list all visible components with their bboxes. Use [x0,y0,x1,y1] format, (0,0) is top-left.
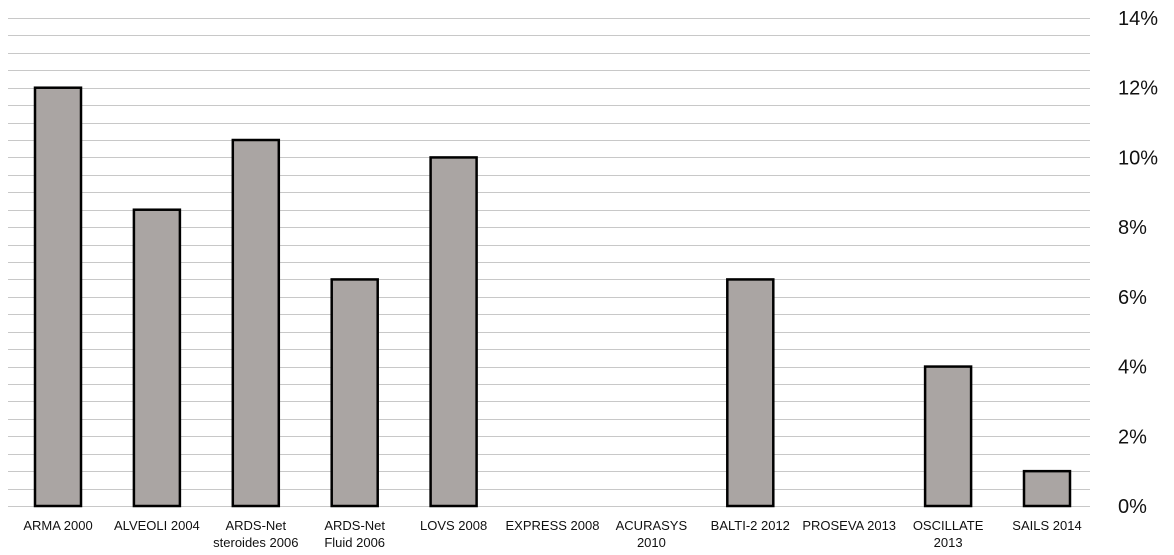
y-axis-ticks: 0% 2% 4% 6% 8% 10% 12% 14% [1118,8,1158,518]
x-category-label: EXPRESS 2008 [506,518,600,533]
y-tick-label: 14% [1118,8,1158,30]
x-category-label: BALTI-2 2012 [711,518,790,533]
gridlines [8,18,1090,507]
x-category-label: ARMA 2000 [23,518,92,533]
x-axis-labels: ARMA 2000 ALVEOLI 2004 ARDS-Net steroides 2… [23,518,1081,550]
y-tick-label: 6% [1118,287,1147,309]
y-tick-label: 0% [1118,496,1147,518]
x-category-label-line: OSCILLATE [913,518,984,533]
bars [33,86,1072,508]
x-category-label-line: Fluid 2006 [324,535,385,550]
x-category-label: ACURASYS 2010 [616,518,688,550]
bar [429,156,478,508]
x-category-label: OSCILLATE 2013 [913,518,984,550]
x-category-label-line: PROSEVA 2013 [802,518,896,533]
bar [132,208,182,508]
bar [231,138,281,508]
bar [923,365,973,508]
y-tick-label: 4% [1118,357,1147,379]
x-category-label-line: EXPRESS 2008 [506,518,600,533]
x-category-label: ARDS-Net steroides 2006 [213,518,298,550]
y-tick-label: 10% [1118,147,1158,169]
x-category-label-line: 2010 [637,535,666,550]
bar [726,278,775,508]
x-category-label: ALVEOLI 2004 [114,518,200,533]
y-tick-label: 12% [1118,78,1158,100]
x-category-label-line: ARMA 2000 [23,518,92,533]
x-category-label-line: BALTI-2 2012 [711,518,790,533]
bar [33,86,83,508]
x-category-label-line: ARDS-Net [324,518,385,533]
x-category-label: ARDS-Net Fluid 2006 [324,518,385,550]
x-category-label-line: 2013 [934,535,963,550]
x-category-label: SAILS 2014 [1012,518,1081,533]
x-category-label-line: ACURASYS [616,518,688,533]
y-tick-label: 8% [1118,217,1147,239]
x-category-label-line: SAILS 2014 [1012,518,1081,533]
x-category-label-line: steroides 2006 [213,535,298,550]
y-tick-label: 2% [1118,426,1147,448]
bar [330,278,379,508]
x-category-label: LOVS 2008 [420,518,487,533]
x-category-label: PROSEVA 2013 [802,518,896,533]
x-category-label-line: LOVS 2008 [420,518,487,533]
x-category-label-line: ALVEOLI 2004 [114,518,200,533]
bar [1022,469,1072,508]
x-category-label-line: ARDS-Net [225,518,286,533]
